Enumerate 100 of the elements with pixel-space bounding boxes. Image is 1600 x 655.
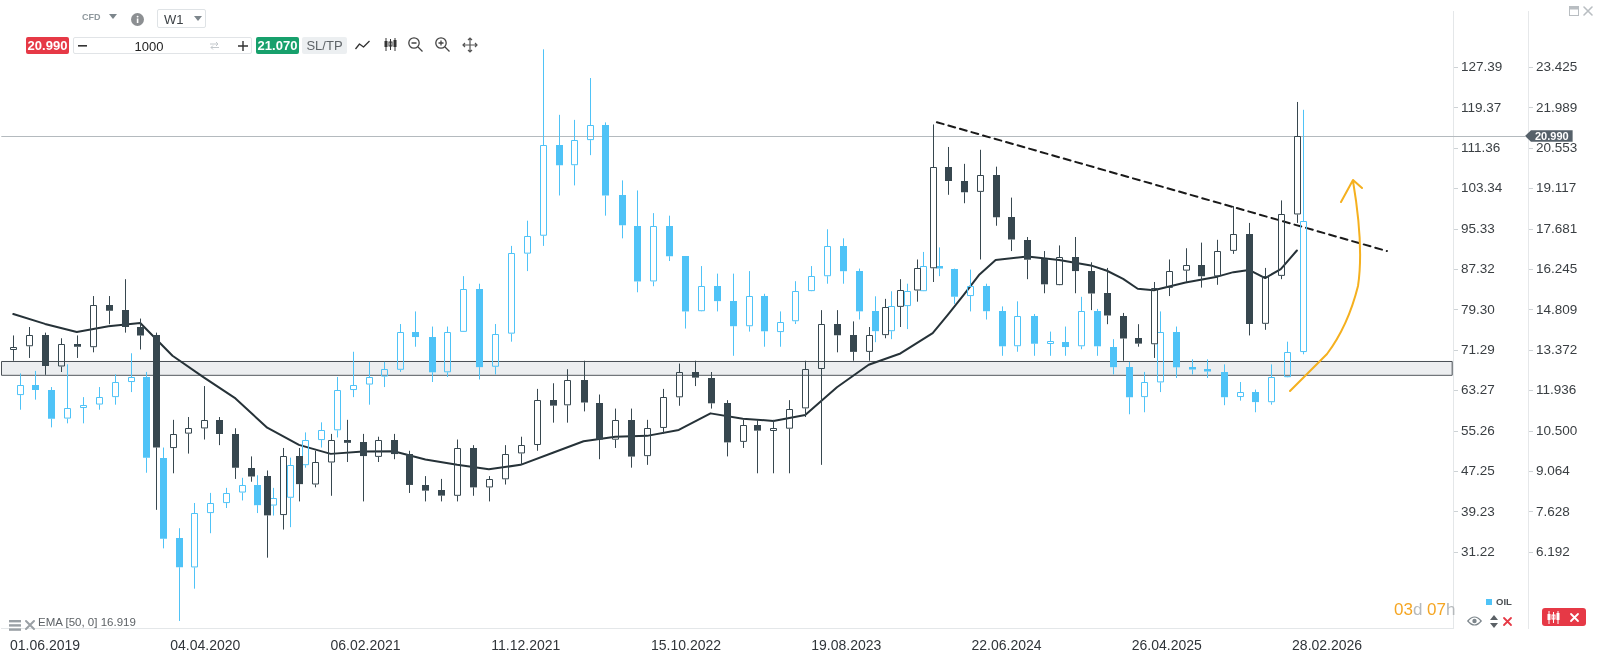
annotation: 1000 [133, 39, 165, 54]
candlestick [1110, 338, 1117, 375]
candlestick [993, 166, 1000, 227]
candlestick [534, 388, 541, 452]
y2-tick-label: 10.500 [1536, 422, 1578, 438]
annotation: SL/TP [306, 38, 343, 53]
candlestick [850, 320, 857, 362]
y-tick-label: 47.25 [1461, 463, 1495, 479]
candlestick [644, 419, 651, 466]
legend-label: OIL [1496, 596, 1512, 607]
candlestick [438, 478, 445, 502]
candlestick [650, 212, 657, 287]
candlestick [444, 326, 451, 378]
y-tick-label: 31.22 [1461, 544, 1495, 560]
candlestick [730, 273, 737, 357]
candlestick [312, 450, 319, 488]
candlestick [406, 450, 413, 494]
candlestick [476, 283, 483, 380]
candlestick [344, 419, 351, 463]
candlestick [761, 293, 768, 348]
y-tick-label: 39.23 [1461, 503, 1495, 519]
candlestick [492, 323, 499, 375]
candlestick [786, 399, 793, 474]
y2-tick-label: 21.989 [1536, 99, 1578, 115]
candlestick [191, 502, 198, 590]
candlestick [170, 419, 177, 474]
candlestick [254, 474, 261, 514]
candlestick [391, 433, 398, 460]
candlestick [666, 215, 673, 262]
dropdown-field: W1 [157, 9, 206, 28]
candlestick [375, 436, 382, 463]
y-tick-label: 87.32 [1461, 261, 1495, 277]
candlestick [153, 332, 160, 511]
y-tick-label: 63.27 [1461, 382, 1495, 398]
candlestick [961, 163, 968, 204]
candlestick [524, 220, 531, 272]
candlestick [660, 388, 667, 435]
candlestick [112, 373, 119, 406]
candlestick [302, 431, 309, 469]
candlestick [1072, 236, 1079, 294]
y2-tick-label: 13.372 [1536, 342, 1578, 358]
candlestick [74, 334, 81, 359]
candlestick [1041, 250, 1048, 294]
candlestick [470, 444, 477, 497]
candlestick [1120, 312, 1127, 362]
candlestick [708, 371, 715, 410]
candlestick [936, 246, 943, 277]
candlestick [740, 419, 747, 449]
x-tick-label: 26.04.2025 [1131, 637, 1203, 654]
candlestick [429, 326, 436, 383]
candlestick [412, 310, 419, 348]
price-button: 21.070 [256, 37, 299, 54]
candlestick [714, 273, 721, 312]
y-tick-label: 95.33 [1461, 220, 1495, 236]
candlestick [866, 326, 873, 362]
candlestick [318, 421, 325, 449]
candlestick [634, 189, 641, 293]
candlestick [17, 372, 24, 411]
y2-tick-label: 7.628 [1536, 503, 1570, 519]
candlestick [754, 419, 761, 474]
candlestick [1008, 197, 1015, 252]
candlestick [777, 310, 784, 348]
candlestick [1078, 296, 1085, 350]
candlestick [1056, 244, 1063, 286]
y2-tick-label: 9.064 [1536, 463, 1571, 479]
candlestick [486, 475, 493, 502]
annotation: EMA [50, 0] 16.919 [38, 616, 136, 629]
candlestick [564, 368, 571, 424]
candlestick [1221, 363, 1228, 406]
candlestick [808, 265, 815, 292]
candlestick [397, 323, 404, 373]
candlestick [106, 295, 113, 325]
candlestick [587, 77, 594, 156]
candlestick [1214, 239, 1221, 286]
candlestick [1024, 236, 1031, 280]
candlestick [824, 228, 831, 285]
candlestick [1237, 381, 1244, 402]
candlestick [556, 114, 563, 196]
candlestick [96, 386, 103, 411]
ref-line-label: 20.990 [1535, 129, 1569, 142]
candlestick [32, 370, 39, 401]
candlestick [602, 121, 609, 217]
candlestick [454, 439, 461, 502]
candlestick [1031, 313, 1038, 357]
candlestick [1151, 281, 1158, 359]
candlestick [1246, 222, 1253, 336]
candlestick [834, 309, 841, 353]
candlestick [239, 477, 246, 501]
y2-tick-label: 20.553 [1536, 140, 1578, 156]
candlestick [856, 268, 863, 320]
option-button: SL/TP [302, 37, 347, 54]
candlestick [1094, 308, 1101, 357]
candlestick [296, 447, 303, 502]
candlestick [1166, 258, 1173, 297]
candlestick [460, 275, 467, 332]
candlestick [581, 360, 588, 412]
y-tick-label: 119.37 [1461, 99, 1502, 115]
y-tick-label: 79.30 [1461, 301, 1495, 317]
candlestick [983, 283, 990, 320]
candlestick [508, 245, 515, 343]
